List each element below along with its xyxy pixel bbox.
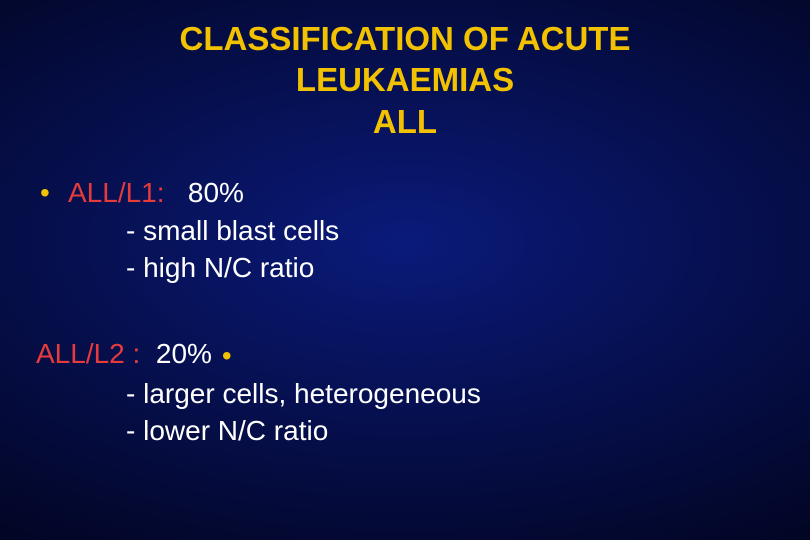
item2-sub1: - larger cells, heterogeneous	[36, 375, 810, 413]
bullet-content-1: ALL/L1: 80%	[68, 174, 244, 212]
bullet-item-1: • ALL/L1: 80% - small blast cells - high…	[0, 174, 810, 287]
title-line-2: LEUKAEMIAS	[0, 59, 810, 100]
slide-title: CLASSIFICATION OF ACUTE LEUKAEMIAS ALL	[0, 18, 810, 142]
slide: CLASSIFICATION OF ACUTE LEUKAEMIAS ALL •…	[0, 0, 810, 540]
item1-pct: 80%	[188, 177, 244, 208]
bullet-icon: •	[36, 174, 68, 212]
item2-heading: ALL/L2 :	[36, 338, 140, 369]
bullet-content-2: ALL/L2 : 20%•	[36, 335, 232, 375]
item1-sub1: - small blast cells	[36, 212, 810, 250]
item2-sub2: - lower N/C ratio	[36, 412, 810, 450]
bullet-row-1: • ALL/L1: 80%	[36, 174, 810, 212]
item1-sub2: - high N/C ratio	[36, 249, 810, 287]
bullet-row-2: ALL/L2 : 20%•	[36, 335, 810, 375]
bullet-icon-inline: •	[212, 340, 232, 371]
item1-heading: ALL/L1:	[68, 177, 165, 208]
bullet-item-2: ALL/L2 : 20%• - larger cells, heterogene…	[0, 335, 810, 450]
title-line-1: CLASSIFICATION OF ACUTE	[0, 18, 810, 59]
item2-pct: 20%	[156, 338, 212, 369]
title-line-3: ALL	[0, 101, 810, 142]
